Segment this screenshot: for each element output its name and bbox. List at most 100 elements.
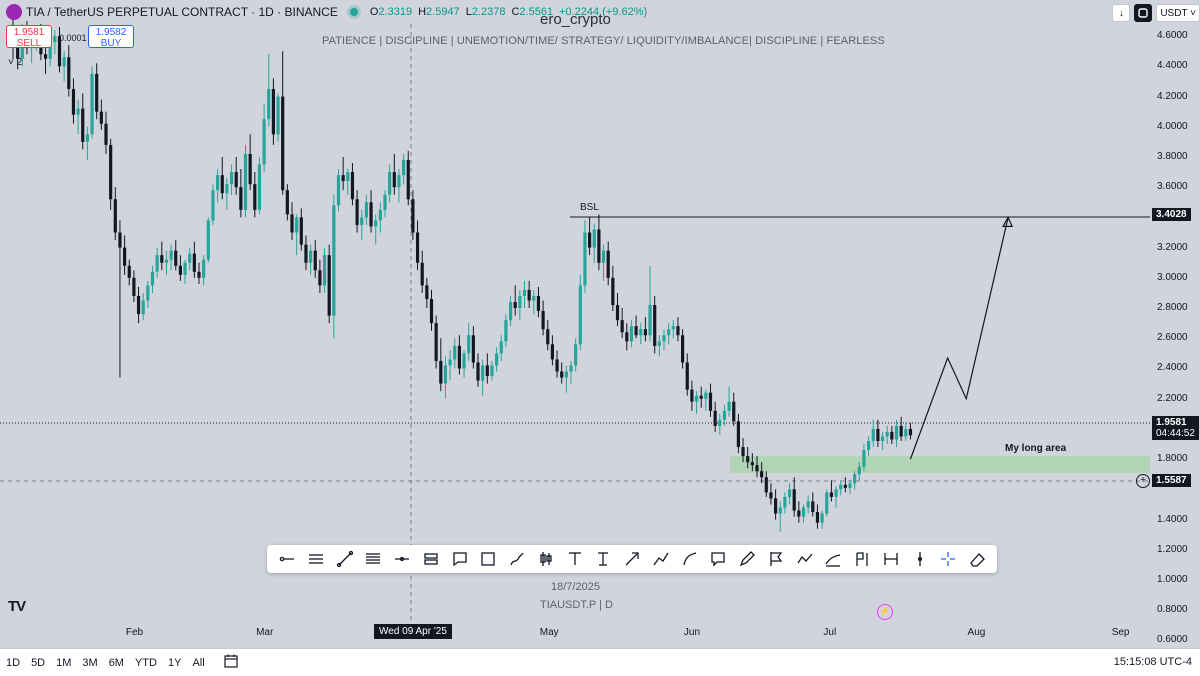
candle[interactable] <box>550 335 554 366</box>
candle[interactable] <box>402 153 406 185</box>
candle[interactable] <box>592 223 596 263</box>
candle[interactable] <box>774 489 778 520</box>
candle[interactable] <box>43 43 48 74</box>
candle[interactable] <box>815 504 820 529</box>
candle[interactable] <box>262 104 266 173</box>
screenshot-icon[interactable] <box>1134 4 1153 22</box>
candle[interactable] <box>532 289 536 315</box>
candle[interactable] <box>248 134 252 191</box>
candle[interactable] <box>257 156 262 215</box>
candle[interactable] <box>71 78 76 124</box>
candle[interactable] <box>490 360 494 381</box>
candle[interactable] <box>360 209 364 241</box>
candle[interactable] <box>862 444 866 472</box>
candle[interactable] <box>657 335 661 357</box>
anchored-text-tool-icon[interactable] <box>593 549 613 569</box>
candle[interactable] <box>885 425 889 445</box>
candle[interactable] <box>611 265 615 312</box>
candle[interactable] <box>839 480 843 496</box>
candle[interactable] <box>904 422 908 442</box>
projection-tool-icon[interactable] <box>795 549 815 569</box>
candle[interactable] <box>694 391 699 414</box>
candle[interactable] <box>281 51 285 195</box>
candle[interactable] <box>876 419 880 448</box>
candle[interactable] <box>662 329 666 351</box>
price-chart[interactable] <box>0 0 1200 648</box>
candle[interactable] <box>62 51 66 82</box>
candle[interactable] <box>467 323 471 361</box>
candle[interactable] <box>560 362 564 384</box>
vertical-line-tool-icon[interactable] <box>910 549 930 569</box>
candle[interactable] <box>760 462 764 484</box>
candle[interactable] <box>671 320 675 339</box>
candle[interactable] <box>76 99 80 135</box>
scroll-to-latest-button[interactable]: ↓ <box>1112 4 1131 22</box>
candle[interactable] <box>425 277 429 309</box>
candle[interactable] <box>564 365 568 393</box>
candle[interactable] <box>574 338 578 372</box>
callout-tool-icon[interactable] <box>450 549 470 569</box>
candle[interactable] <box>699 386 703 408</box>
candle[interactable] <box>155 247 159 278</box>
candle[interactable] <box>569 360 573 384</box>
candle[interactable] <box>843 477 847 493</box>
candle[interactable] <box>495 347 499 372</box>
candle[interactable] <box>443 356 448 399</box>
path-tool-icon[interactable] <box>651 549 671 569</box>
candle[interactable] <box>825 489 829 517</box>
timeframe-1m-button[interactable]: 1M <box>56 656 72 669</box>
candle[interactable] <box>588 217 592 256</box>
clock-timezone[interactable]: 15:15:08 UTC-4 <box>1113 656 1192 668</box>
candle[interactable] <box>336 169 341 212</box>
candle[interactable] <box>411 190 415 241</box>
candle[interactable] <box>434 315 438 369</box>
candle[interactable] <box>722 404 727 426</box>
candle[interactable] <box>522 280 527 309</box>
currency-select[interactable]: USDT ˅ <box>1156 4 1200 22</box>
horizontal-line-tool-icon[interactable] <box>392 549 412 569</box>
flag-tool-icon[interactable] <box>766 549 786 569</box>
candle[interactable] <box>420 250 424 293</box>
candle[interactable] <box>243 144 248 218</box>
candle[interactable] <box>104 111 108 154</box>
candle[interactable] <box>867 436 871 457</box>
candle[interactable] <box>653 295 657 354</box>
candle[interactable] <box>429 289 434 331</box>
candle[interactable] <box>378 202 382 233</box>
candle[interactable] <box>755 456 759 478</box>
candle[interactable] <box>908 422 913 440</box>
sell-button[interactable]: 1.9581 SELL <box>6 25 52 49</box>
candle[interactable] <box>769 483 773 505</box>
candle[interactable] <box>132 270 136 303</box>
candle[interactable] <box>332 194 336 339</box>
candle[interactable] <box>792 477 796 517</box>
candle[interactable] <box>85 126 89 160</box>
candle[interactable] <box>648 265 652 342</box>
candle[interactable] <box>578 274 582 351</box>
candle[interactable] <box>485 353 489 384</box>
candle[interactable] <box>727 386 731 417</box>
candle[interactable] <box>811 492 815 517</box>
candle[interactable] <box>350 163 355 206</box>
candle[interactable] <box>685 353 689 396</box>
candle[interactable] <box>857 462 861 481</box>
candle[interactable] <box>99 99 103 130</box>
indicators-toggle[interactable]: ˅ 2 <box>8 57 23 68</box>
candle[interactable] <box>290 202 294 241</box>
candle[interactable] <box>597 214 601 271</box>
candle[interactable] <box>471 326 475 369</box>
candle[interactable] <box>57 27 62 73</box>
candle[interactable] <box>164 250 169 275</box>
candle[interactable] <box>383 190 387 218</box>
candle[interactable] <box>123 235 127 275</box>
candle[interactable] <box>150 265 155 293</box>
fib-retracement-tool-icon[interactable] <box>363 549 383 569</box>
timeframe-all-button[interactable]: All <box>192 656 205 669</box>
candle[interactable] <box>453 338 457 369</box>
candle[interactable] <box>95 63 99 120</box>
candle[interactable] <box>787 483 792 505</box>
candle[interactable] <box>890 425 894 445</box>
timeframe-ytd-button[interactable]: YTD <box>134 656 157 669</box>
lightning-icon[interactable]: ⚡ <box>877 604 893 620</box>
horizontal-ray-tool-icon[interactable] <box>277 549 297 569</box>
